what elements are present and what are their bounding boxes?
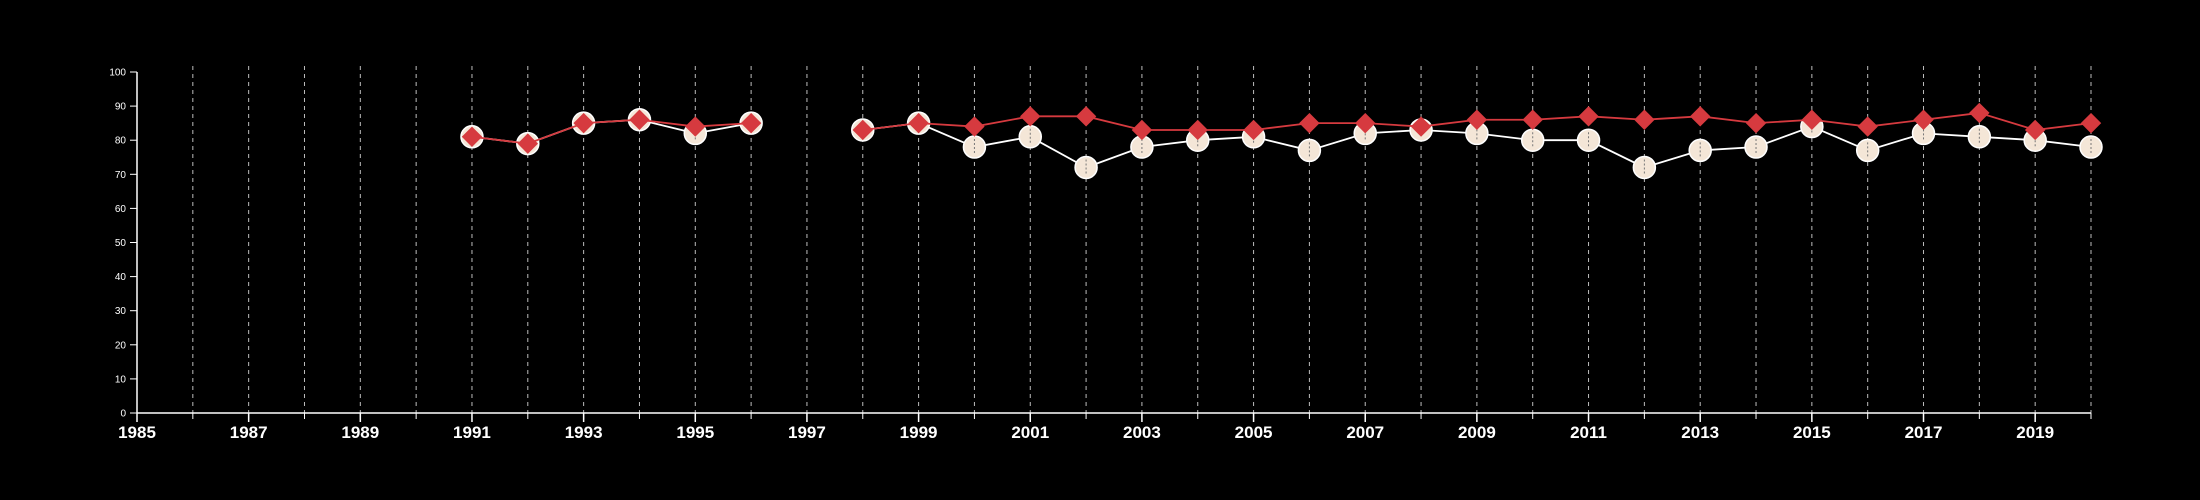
data-point-diamond: [461, 126, 483, 147]
x-tick-label: 2015: [1793, 423, 1831, 442]
x-tick-label: 1995: [676, 423, 714, 442]
data-point-diamond: [1689, 106, 1711, 127]
data-point-diamond: [852, 119, 873, 141]
data-point-diamond: [1969, 102, 1990, 124]
x-tick-label: 1985: [118, 423, 156, 442]
data-point-diamond: [1857, 116, 1878, 137]
y-tick-label: 10: [115, 374, 127, 385]
x-tick-label: 2007: [1346, 423, 1384, 442]
y-tick-label: 20: [115, 340, 127, 351]
data-point-diamond: [629, 109, 650, 130]
y-tick-label: 80: [115, 136, 127, 147]
data-point-diamond: [2080, 112, 2102, 134]
y-tick-label: 60: [115, 204, 127, 215]
x-tick-label: 1999: [900, 423, 938, 442]
data-point-diamond: [1466, 109, 1488, 130]
data-point-diamond: [1410, 116, 1432, 137]
x-tick-label: 2003: [1123, 423, 1161, 442]
data-point-diamond: [1299, 112, 1320, 134]
data-point-diamond: [1131, 119, 1153, 141]
data-point-diamond: [1522, 109, 1543, 130]
data-point-diamond: [1187, 119, 1208, 141]
data-point-diamond: [1745, 112, 1767, 134]
y-tick-label: 100: [109, 68, 126, 79]
data-point-diamond: [2024, 119, 2046, 141]
x-tick-label: 1987: [230, 423, 268, 442]
series-line: [471, 118, 752, 145]
data-point-diamond: [1634, 109, 1655, 130]
y-tick-label: 30: [115, 306, 127, 317]
x-tick-label: 1993: [565, 423, 603, 442]
y-tick-label: 90: [115, 102, 127, 113]
data-point-diamond: [1801, 109, 1823, 130]
x-tick-label: 1991: [453, 423, 491, 442]
x-tick-label: 2011: [1570, 423, 1607, 442]
y-tick-label: 70: [115, 170, 127, 181]
y-tick-label: 40: [115, 272, 127, 283]
series-diamond: [461, 102, 2102, 154]
data-point-diamond: [573, 112, 594, 134]
data-point-diamond: [685, 116, 706, 137]
axes: 0 10 20 30 40 50 60 70 80 90 100 1985 1987 1989 1991 19…: [109, 68, 2092, 442]
y-tick-label: 50: [115, 238, 127, 249]
x-tick-label: 2017: [1905, 423, 1943, 442]
y-tick-label: 0: [120, 409, 126, 420]
x-tick-label: 2013: [1681, 423, 1719, 442]
x-tick-label: 2005: [1235, 423, 1273, 442]
data-point-diamond: [1355, 112, 1376, 134]
data-point-diamond: [1020, 106, 1041, 127]
data-point-diamond: [964, 116, 985, 137]
data-point-diamond: [1243, 119, 1264, 141]
series-group: [460, 102, 2103, 180]
data-point-diamond: [908, 112, 929, 134]
data-point-diamond: [517, 133, 539, 154]
data-point-diamond: [1913, 109, 1934, 130]
x-tick-label: 1989: [341, 423, 379, 442]
x-tick-label: 1997: [788, 423, 826, 442]
series-circle: [460, 107, 2103, 180]
x-tick-label: 2009: [1458, 423, 1496, 442]
data-point-diamond: [740, 112, 762, 134]
data-point-diamond: [1075, 106, 1097, 127]
x-tick-label: 2019: [2016, 423, 2054, 442]
data-point-diamond: [1578, 106, 1599, 127]
x-tick-label: 2001: [1011, 423, 1049, 442]
